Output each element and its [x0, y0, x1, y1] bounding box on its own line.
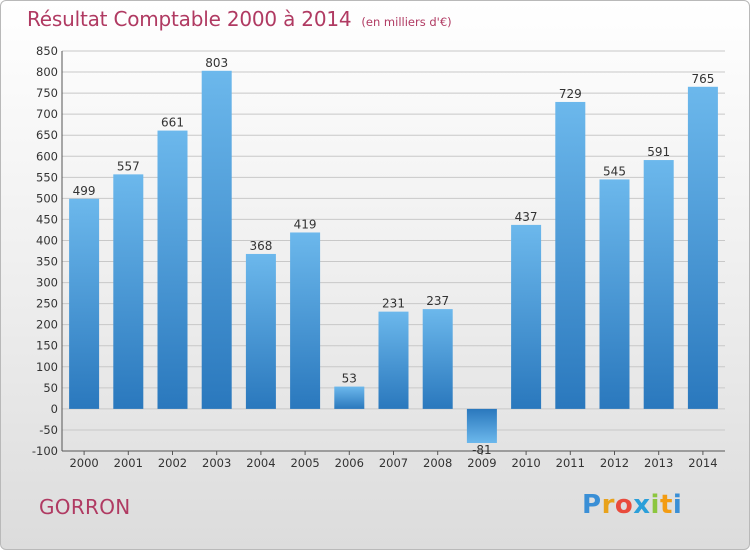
bar [643, 160, 674, 409]
logo-letter: i [672, 490, 683, 520]
y-tick-label: 100 [36, 360, 58, 374]
data-label: 545 [603, 164, 626, 178]
x-tick-label: 2007 [379, 456, 408, 470]
y-tick-label: 250 [36, 297, 58, 311]
x-tick-label: 2002 [158, 456, 187, 470]
data-label: 231 [382, 297, 405, 311]
bar [201, 70, 232, 409]
chart-unit: (en milliers d'€) [361, 15, 452, 29]
y-tick-label: 300 [36, 276, 58, 290]
x-tick-label: 2003 [202, 456, 231, 470]
data-label: 591 [647, 145, 670, 159]
data-label: 499 [73, 184, 96, 198]
y-tick-label: 550 [36, 170, 58, 184]
data-label: 368 [249, 239, 272, 253]
bar-layer [69, 70, 718, 443]
proxiti-logo: Proxiti [582, 490, 682, 520]
y-tick-label: 0 [51, 402, 58, 416]
logo-letter: i [650, 490, 660, 520]
x-tick-label: 2009 [467, 456, 496, 470]
bar [245, 253, 276, 409]
x-tick-label: 2011 [556, 456, 585, 470]
data-label: 765 [691, 72, 714, 86]
bar [69, 198, 100, 409]
y-tick-label: 150 [36, 339, 58, 353]
y-tick-label: 750 [36, 86, 58, 100]
data-label: 437 [515, 210, 538, 224]
x-tick-label: 2000 [69, 456, 98, 470]
y-tick-label: 200 [36, 318, 58, 332]
x-tick-label: 2004 [246, 456, 275, 470]
commune-name: GORRON [39, 495, 131, 519]
bar [555, 101, 586, 409]
bar [599, 179, 630, 409]
x-tick-label: 2013 [644, 456, 673, 470]
chart-title-row: Résultat Comptable 2000 à 2014 (en millie… [27, 7, 452, 31]
x-tick-label: 2008 [423, 456, 452, 470]
bar [511, 224, 542, 409]
x-tick-label: 2006 [335, 456, 364, 470]
y-tick-label: 650 [36, 128, 58, 142]
label-layer: -100 -50 0 50 100 150 200 250 300 350 400 450 500 550… [32, 44, 718, 470]
data-label: 803 [205, 56, 228, 70]
y-tick-label: 450 [36, 212, 58, 226]
logo-letter: r [601, 490, 615, 520]
y-tick-label: 600 [36, 149, 58, 163]
bar [466, 408, 497, 443]
data-label: 53 [342, 372, 357, 386]
y-tick-label: 400 [36, 233, 58, 247]
logo-letter: t [659, 490, 673, 520]
x-tick-label: 2001 [114, 456, 143, 470]
data-label: -81 [472, 443, 492, 457]
y-tick-label: -100 [32, 444, 58, 458]
x-tick-label: 2005 [290, 456, 319, 470]
y-tick-label: 850 [36, 44, 58, 58]
bar [113, 174, 144, 409]
data-label: 557 [117, 159, 140, 173]
bar [157, 130, 188, 409]
bar [378, 311, 409, 409]
logo-letter: o [614, 490, 634, 520]
bar [687, 86, 718, 409]
y-tick-label: 800 [36, 65, 58, 79]
data-label: 661 [161, 116, 184, 130]
data-label: 729 [559, 87, 582, 101]
bar [290, 232, 321, 409]
y-tick-label: -50 [39, 423, 58, 437]
y-tick-label: 500 [36, 191, 58, 205]
x-tick-label: 2012 [600, 456, 629, 470]
x-tick-label: 2010 [511, 456, 540, 470]
y-tick-label: 350 [36, 255, 58, 269]
data-label: 237 [426, 294, 449, 308]
y-tick-label: 50 [43, 381, 58, 395]
y-tick-label: 700 [36, 107, 58, 121]
bar [334, 386, 365, 409]
data-label: 419 [294, 217, 317, 231]
logo-letter: P [582, 490, 602, 520]
x-tick-label: 2014 [688, 456, 717, 470]
chart-title: Résultat Comptable 2000 à 2014 [27, 7, 352, 31]
bar [422, 309, 453, 409]
logo-letter: x [633, 490, 651, 520]
